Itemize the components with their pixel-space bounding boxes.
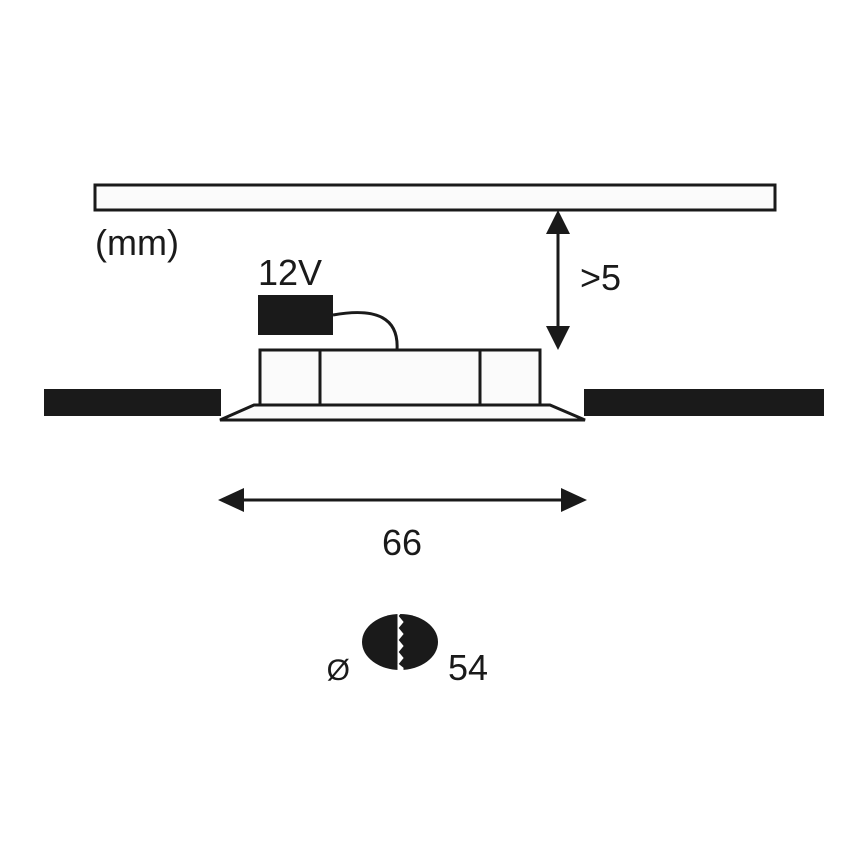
clearance-dimension: >5	[546, 210, 621, 350]
width-label: 66	[382, 522, 422, 563]
wire	[333, 313, 397, 350]
bezel-trim	[220, 405, 585, 420]
ceiling-bar	[95, 185, 775, 210]
dimension-diagram: (mm) 12V >5 66 Ø 54	[0, 0, 868, 868]
diameter-symbol: Ø	[327, 654, 350, 687]
housing-body	[260, 350, 540, 405]
width-dimension: 66	[218, 488, 587, 563]
connector-block	[258, 295, 333, 335]
panel-right	[585, 390, 823, 415]
cutout-label: 54	[448, 647, 488, 688]
panel-left	[45, 390, 220, 415]
clearance-label: >5	[580, 257, 621, 298]
cutout-icon: Ø 54	[327, 610, 488, 688]
unit-label: (mm)	[95, 222, 179, 263]
voltage-label: 12V	[258, 252, 322, 293]
